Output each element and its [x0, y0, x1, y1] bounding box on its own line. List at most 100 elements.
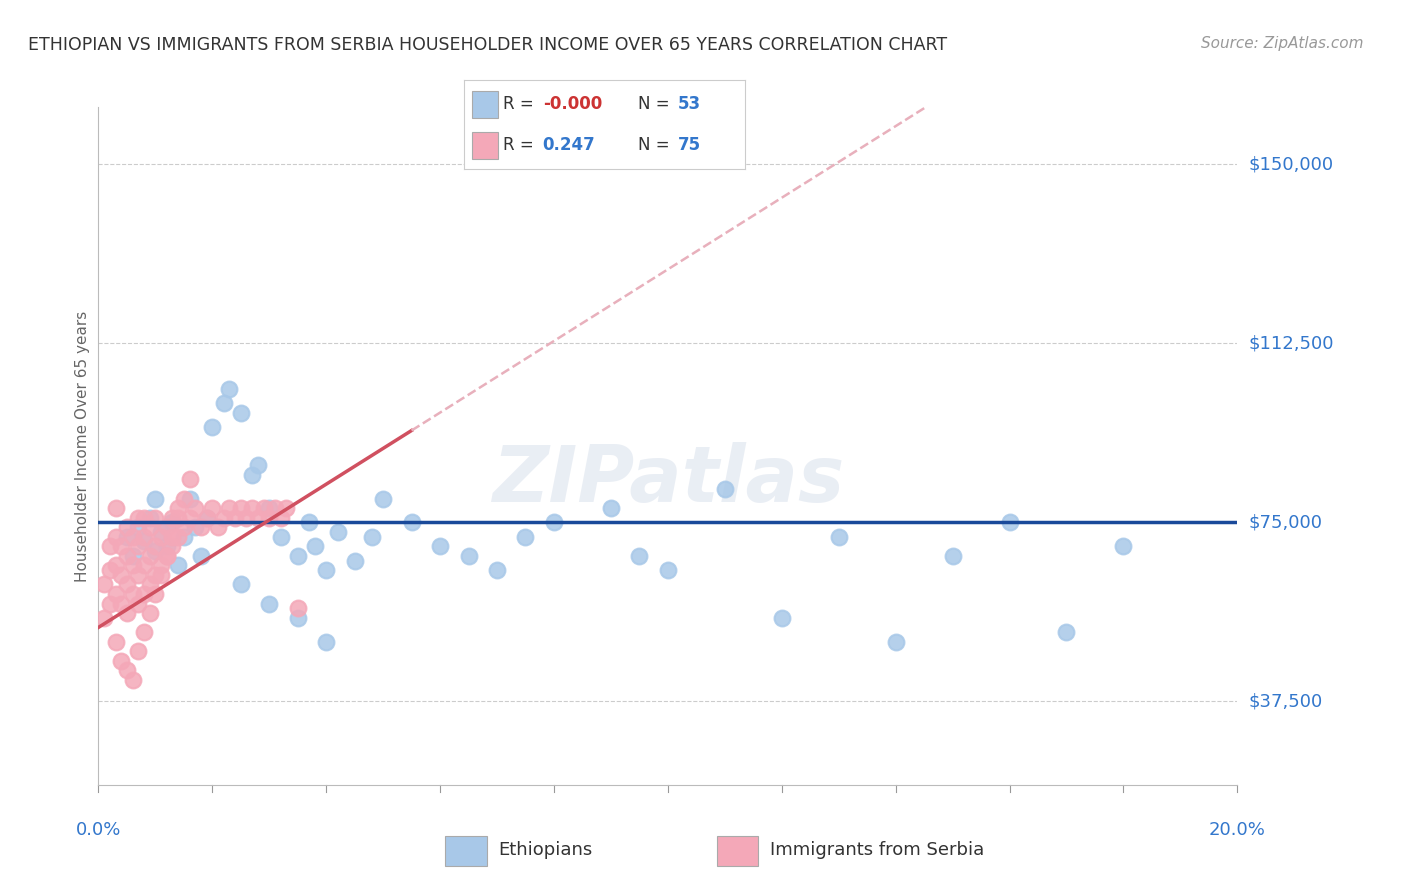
Text: R =: R =	[503, 136, 544, 154]
Point	[224, 510, 246, 524]
Point	[229, 406, 252, 420]
Point	[287, 549, 309, 563]
Point	[162, 530, 184, 544]
Point	[486, 563, 509, 577]
Point	[276, 501, 298, 516]
Point	[429, 539, 451, 553]
Point	[167, 558, 190, 573]
Point	[195, 510, 218, 524]
Point	[150, 530, 173, 544]
Point	[115, 549, 138, 563]
Point	[145, 544, 167, 558]
Point	[179, 491, 201, 506]
Text: $75,000: $75,000	[1249, 514, 1323, 532]
Point	[132, 625, 155, 640]
Point	[167, 501, 190, 516]
Point	[138, 520, 160, 534]
Point	[104, 587, 127, 601]
Point	[1112, 539, 1135, 553]
Point	[190, 520, 212, 534]
Text: ZIPatlas: ZIPatlas	[492, 442, 844, 518]
Point	[104, 501, 127, 516]
Point	[229, 501, 252, 516]
Point	[156, 549, 179, 563]
Point	[264, 501, 287, 516]
Point	[714, 482, 737, 496]
Point	[127, 539, 149, 553]
Point	[298, 516, 321, 530]
Point	[515, 530, 537, 544]
Point	[287, 601, 309, 615]
Point	[121, 587, 143, 601]
Point	[326, 524, 349, 539]
Point	[115, 530, 138, 544]
Point	[156, 549, 179, 563]
Point	[828, 530, 851, 544]
Point	[110, 539, 132, 553]
Point	[184, 520, 207, 534]
Text: ETHIOPIAN VS IMMIGRANTS FROM SERBIA HOUSEHOLDER INCOME OVER 65 YEARS CORRELATION: ETHIOPIAN VS IMMIGRANTS FROM SERBIA HOUS…	[28, 36, 948, 54]
Text: 0.0%: 0.0%	[76, 821, 121, 838]
Point	[173, 530, 195, 544]
Text: N =: N =	[638, 95, 675, 113]
FancyBboxPatch shape	[472, 132, 498, 159]
Text: 20.0%: 20.0%	[1209, 821, 1265, 838]
Text: Ethiopians: Ethiopians	[499, 840, 593, 859]
Text: -0.000: -0.000	[543, 95, 602, 113]
Point	[150, 524, 173, 539]
Point	[138, 549, 160, 563]
Text: Source: ZipAtlas.com: Source: ZipAtlas.com	[1201, 36, 1364, 51]
Point	[218, 382, 240, 396]
Point	[132, 587, 155, 601]
Point	[167, 510, 190, 524]
Point	[173, 491, 195, 506]
Point	[179, 472, 201, 486]
Point	[179, 510, 201, 524]
Point	[115, 664, 138, 678]
Point	[235, 510, 257, 524]
Point	[150, 568, 173, 582]
Point	[121, 530, 143, 544]
Point	[207, 520, 229, 534]
Point	[270, 510, 292, 524]
Y-axis label: Householder Income Over 65 years: Householder Income Over 65 years	[75, 310, 90, 582]
Point	[343, 553, 366, 567]
Point	[457, 549, 479, 563]
Point	[162, 516, 184, 530]
Point	[162, 539, 184, 553]
Point	[115, 577, 138, 591]
FancyBboxPatch shape	[446, 836, 486, 865]
Point	[218, 501, 240, 516]
Point	[98, 597, 121, 611]
Point	[315, 634, 337, 648]
Point	[138, 606, 160, 620]
Point	[657, 563, 679, 577]
Point	[315, 563, 337, 577]
Text: Immigrants from Serbia: Immigrants from Serbia	[770, 840, 984, 859]
Text: $150,000: $150,000	[1249, 155, 1334, 173]
Point	[246, 510, 269, 524]
Point	[115, 606, 138, 620]
Point	[110, 568, 132, 582]
Point	[132, 534, 155, 549]
Point	[156, 520, 179, 534]
Point	[145, 510, 167, 524]
Point	[304, 539, 326, 553]
Point	[104, 558, 127, 573]
Point	[401, 516, 423, 530]
Point	[98, 539, 121, 553]
Point	[132, 530, 155, 544]
Text: R =: R =	[503, 95, 540, 113]
Point	[543, 516, 565, 530]
Point	[127, 520, 149, 534]
Point	[942, 549, 965, 563]
Point	[1056, 625, 1078, 640]
Point	[127, 644, 149, 658]
Point	[145, 568, 167, 582]
Point	[259, 597, 281, 611]
Text: N =: N =	[638, 136, 675, 154]
Text: 0.247: 0.247	[543, 136, 596, 154]
Point	[998, 516, 1021, 530]
Point	[145, 539, 167, 553]
Point	[138, 577, 160, 591]
